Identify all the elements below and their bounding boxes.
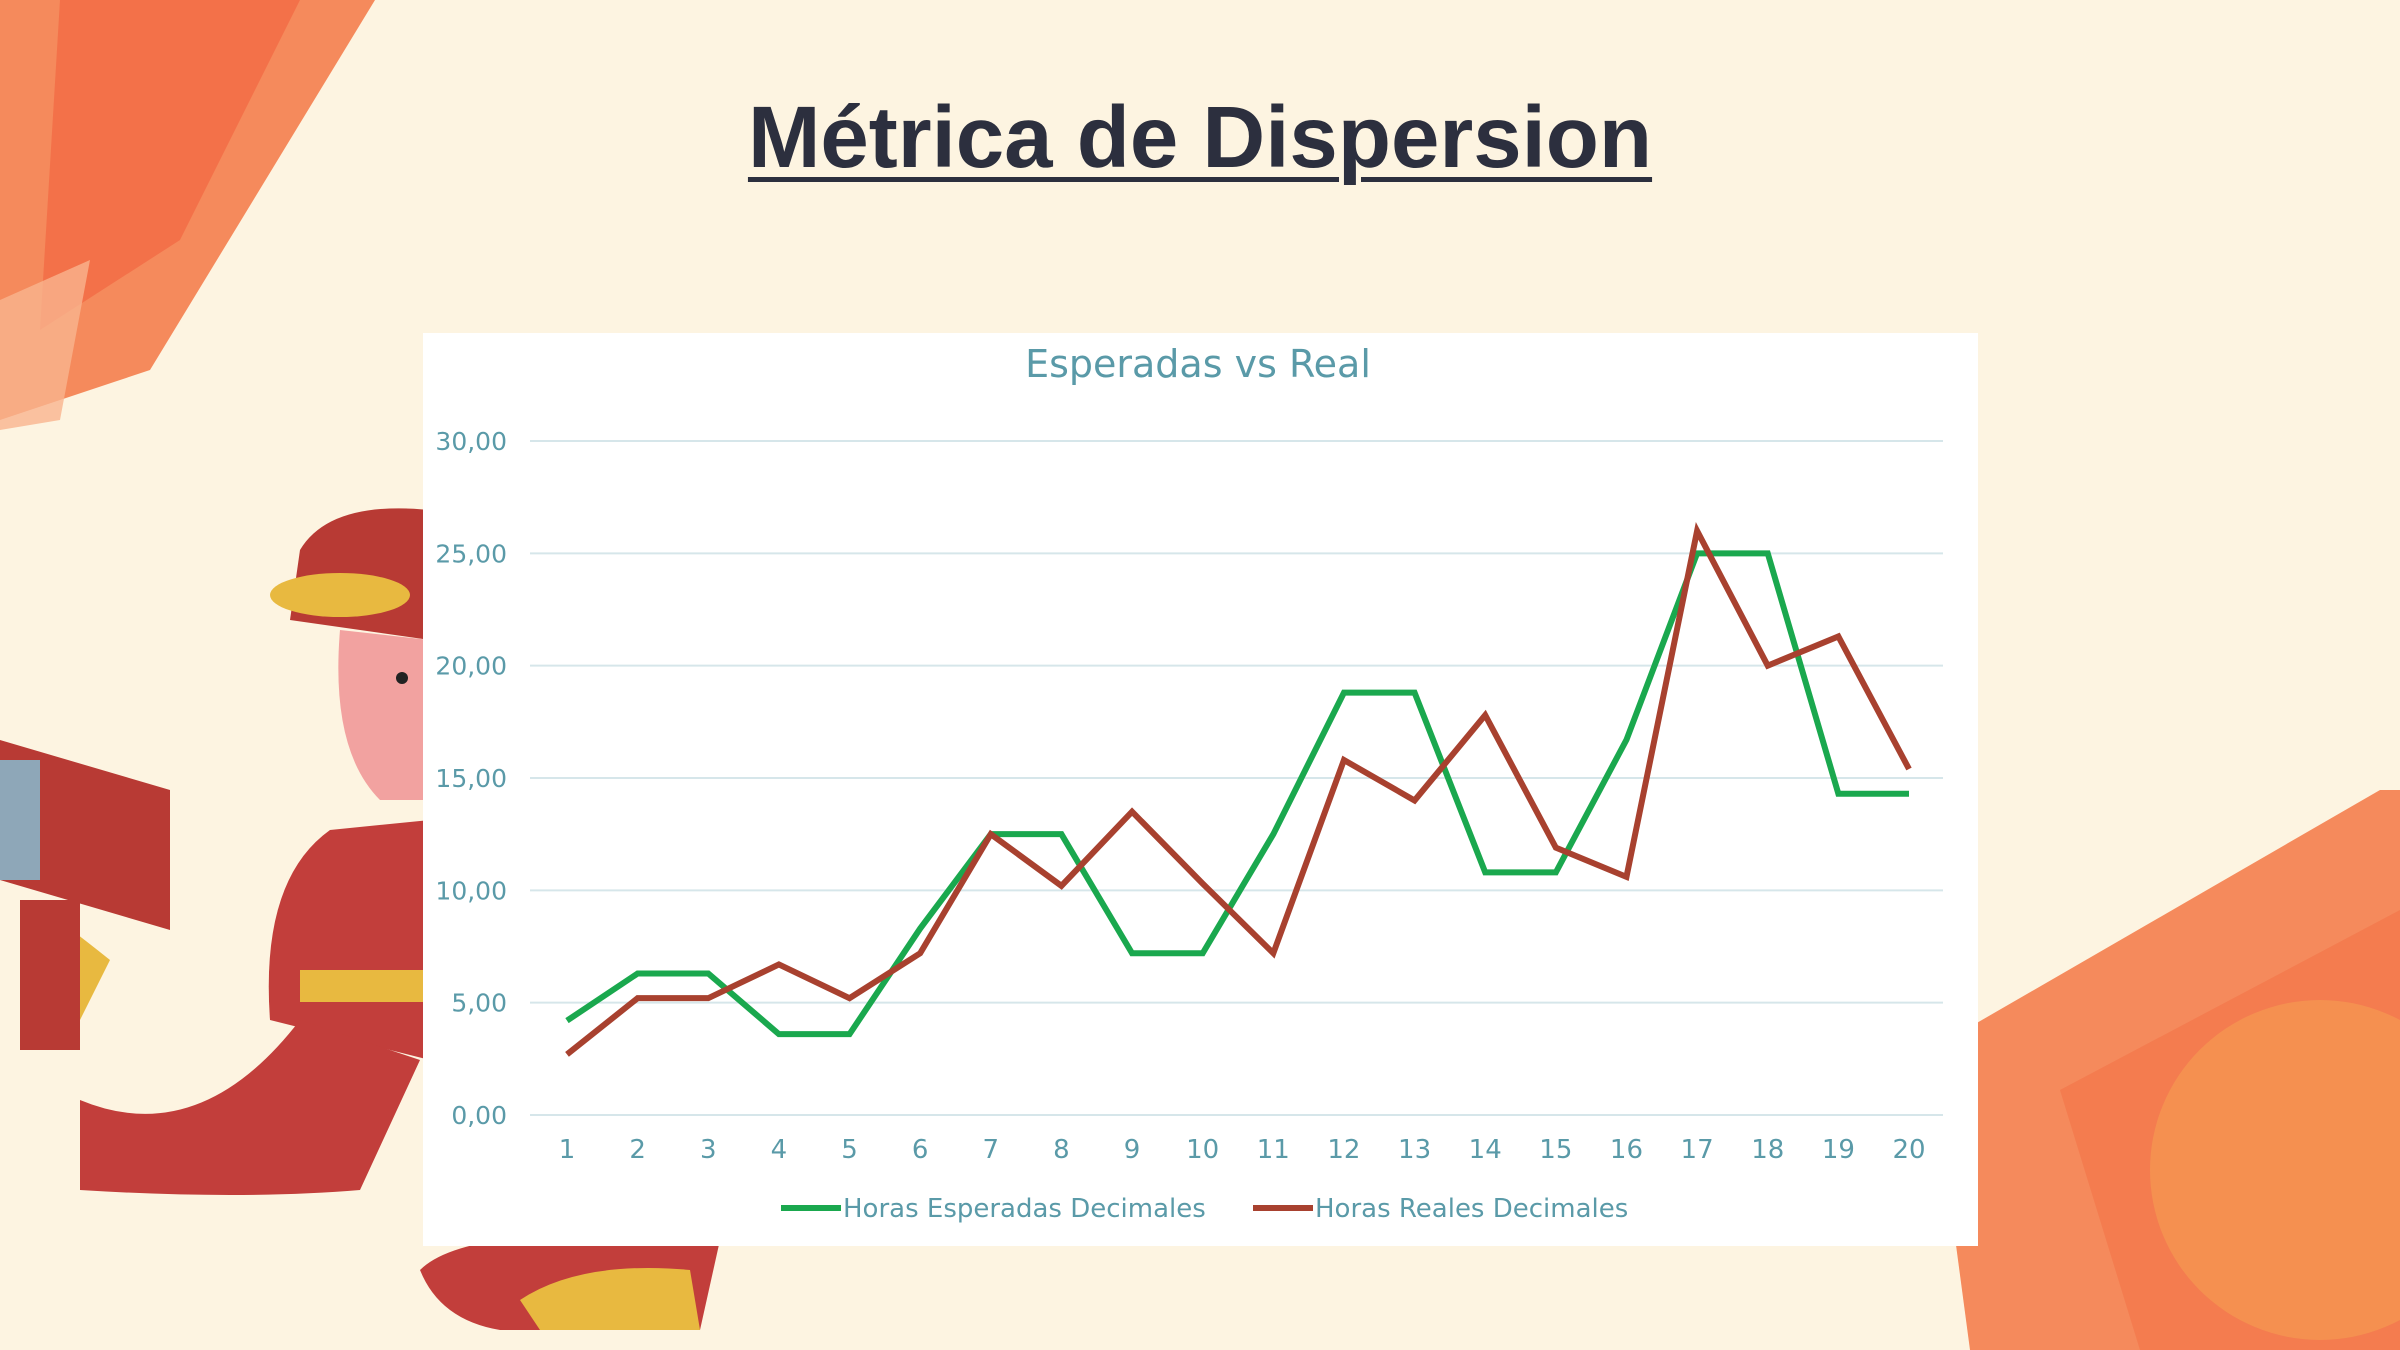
x-tick-label: 16 [1610, 1135, 1643, 1165]
x-tick-label: 5 [841, 1135, 858, 1165]
firefighter-illustration [0, 508, 720, 1330]
x-tick-label: 14 [1469, 1135, 1502, 1165]
x-tick-label: 6 [912, 1135, 929, 1165]
x-tick-label: 10 [1186, 1135, 1219, 1165]
chart-title: Esperadas vs Real [1025, 342, 1371, 386]
series-line-1 [565, 550, 1909, 1038]
corner-decoration-top-left [0, 0, 375, 430]
x-tick-label: 20 [1892, 1135, 1925, 1165]
x-tick-label: 2 [629, 1135, 646, 1165]
x-tick-label: 17 [1681, 1135, 1714, 1165]
x-tick-label: 7 [983, 1135, 1000, 1165]
legend-label: Horas Reales Decimales [1315, 1194, 1628, 1224]
x-tick-label: 18 [1751, 1135, 1784, 1165]
x-tick-label: 1 [559, 1135, 576, 1165]
legend-label: Horas Esperadas Decimales [843, 1194, 1206, 1224]
y-tick-label: 30,00 [435, 427, 507, 456]
x-tick-label: 19 [1822, 1135, 1855, 1165]
y-axis-ticks: 0,00 5,00 10,00 15,00 20,00 25,00 30,00 [435, 427, 507, 1130]
y-tick-label: 25,00 [435, 539, 507, 568]
x-tick-label: 3 [700, 1135, 717, 1165]
chart-legend: Horas Esperadas Decimales Horas Reales De… [781, 1194, 1628, 1224]
slide-title: Métrica de Dispersion [747, 89, 1653, 186]
y-tick-label: 0,00 [451, 1101, 507, 1130]
series-line-2 [565, 522, 1912, 1057]
x-tick-label: 12 [1327, 1135, 1360, 1165]
corner-decoration-bottom-right [1930, 790, 2400, 1350]
x-tick-label: 9 [1124, 1135, 1141, 1165]
chart-series-lines [565, 522, 1912, 1057]
y-tick-label: 5,00 [451, 989, 507, 1018]
x-axis-ticks: 1 2 3 4 5 6 7 8 9 10 11 12 13 14 15 16 17 18 19 20 [559, 1135, 1926, 1165]
line-chart: Esperadas vs Real 0,005,0010,0015,0020,0… [435, 342, 1943, 1224]
x-tick-label: 4 [771, 1135, 788, 1165]
x-tick-label: 11 [1257, 1135, 1290, 1165]
x-tick-label: 8 [1053, 1135, 1070, 1165]
y-tick-label: 15,00 [435, 764, 507, 793]
x-tick-label: 13 [1398, 1135, 1431, 1165]
y-tick-label: 20,00 [435, 652, 507, 681]
x-tick-label: 15 [1539, 1135, 1572, 1165]
chart-gridlines [530, 440, 1943, 1116]
y-tick-label: 10,00 [435, 876, 507, 905]
chart-card: Esperadas vs Real 0,00 5,00 10,00 15,00 20,0… [423, 333, 1978, 1246]
